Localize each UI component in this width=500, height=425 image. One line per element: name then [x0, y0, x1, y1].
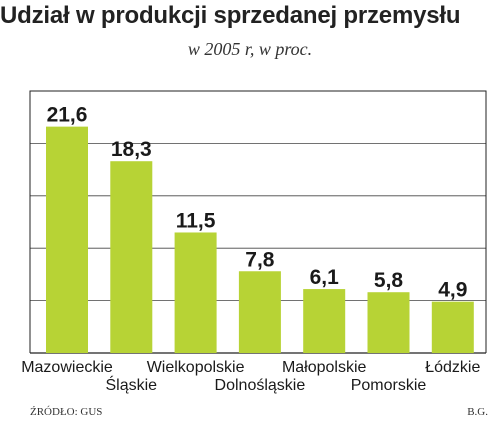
category-label-7: Łódzkie: [425, 359, 480, 376]
value-label-3: 11,5: [176, 209, 216, 232]
bar-2: [110, 161, 153, 353]
source-note: ŹRÓDŁO: GUS: [30, 406, 103, 418]
value-label-6: 5,8: [374, 269, 404, 292]
bar-3: [174, 232, 217, 353]
category-label-2: Śląskie: [106, 375, 158, 394]
category-label-3: Wielkopolskie: [147, 359, 245, 376]
bar-4: [238, 271, 281, 353]
value-label-7: 4,9: [438, 279, 467, 302]
bar-7: [431, 301, 474, 353]
category-label-6: Pomorskie: [351, 377, 427, 394]
category-label-1: Mazowieckie: [21, 359, 113, 376]
value-label-2: 18,3: [111, 138, 152, 161]
chart-title: Udział w produkcji sprzedanej przemysłu: [0, 2, 461, 29]
author-initials: B.G.: [467, 406, 488, 418]
bar-6: [367, 292, 410, 353]
value-label-4: 7,8: [245, 248, 275, 271]
value-label-5: 6,1: [310, 266, 340, 289]
value-label-1: 21,6: [47, 104, 88, 127]
bar-1: [46, 126, 88, 354]
chart-frame: [29, 90, 487, 353]
chart-subtitle: w 2005 r, w proc.: [187, 39, 313, 59]
bar-5: [303, 289, 346, 353]
category-label-5: Małopolskie: [282, 359, 367, 376]
category-label-4: Dolnośląskie: [215, 377, 306, 394]
